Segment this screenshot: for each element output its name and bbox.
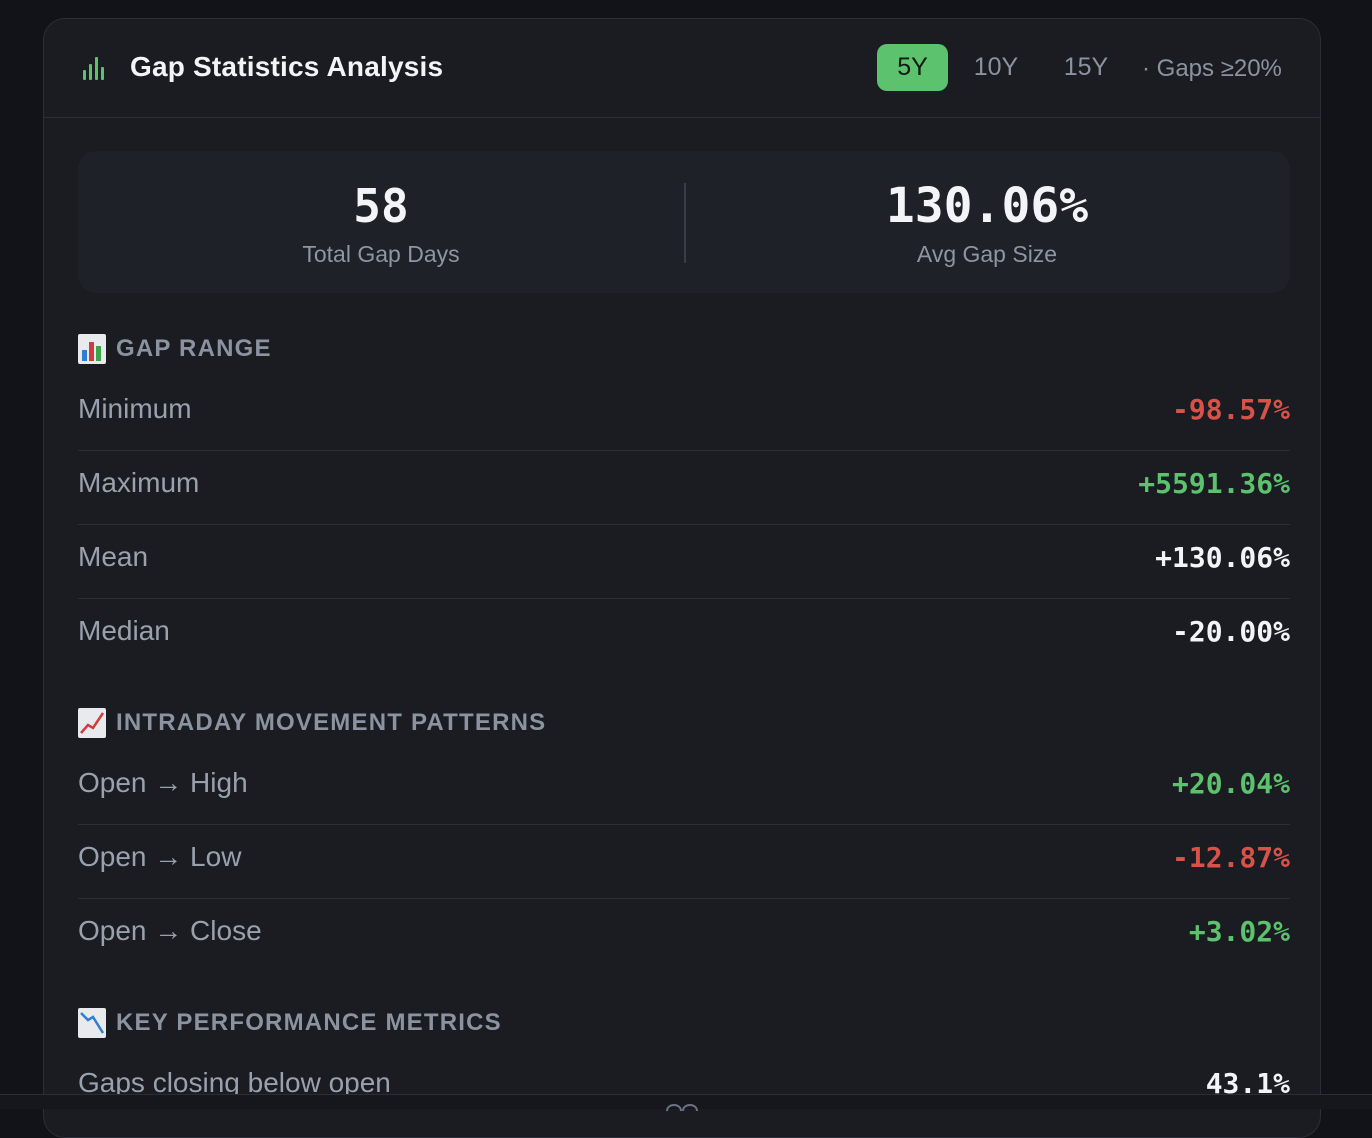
section-gap-range: GAP RANGE — [78, 332, 272, 366]
summary-divider — [684, 183, 686, 263]
stat-row-mean: Mean +130.06% — [78, 525, 1290, 599]
stat-row-median: Median -20.00% — [78, 599, 1290, 673]
stat-value: +20.04% — [1171, 767, 1290, 800]
summary-card: 58 Total Gap Days 130.06% Avg Gap Size — [78, 151, 1290, 293]
section-gap-range-title: GAP RANGE — [116, 335, 272, 362]
stat-row-maximum: Maximum +5591.36% — [78, 451, 1290, 525]
stat-label: Mean — [78, 541, 149, 572]
stat-label: Gaps closing below open — [78, 1067, 391, 1098]
section-key-metrics: KEY PERFORMANCE METRICS — [78, 1006, 502, 1040]
avg-gap-size-label: Avg Gap Size — [916, 241, 1058, 267]
stat-label: Median — [78, 615, 170, 646]
stat-label: Open → Close — [78, 915, 262, 946]
gaps-threshold-note: · Gaps ≥20% — [1142, 55, 1282, 82]
page-title: Gap Statistics Analysis — [130, 51, 444, 82]
stat-row-open-high: Open → High +20.04% — [78, 751, 1290, 825]
panel-header: Gap Statistics Analysis 5Y 10Y 15Y · Gap… — [44, 19, 1320, 118]
stat-row-open-low: Open → Low -12.87% — [78, 825, 1290, 899]
section-intraday: INTRADAY MOVEMENT PATTERNS — [78, 706, 546, 740]
stat-row-gaps-closing-below-open: Gaps closing below open 43.1% — [78, 1051, 1290, 1125]
drag-handle-icon[interactable] — [664, 1101, 700, 1111]
stat-label: Minimum — [78, 393, 192, 424]
stat-value: -12.87% — [1171, 841, 1290, 874]
avg-gap-size-stat: 130.06% Avg Gap Size — [684, 175, 1290, 271]
chart-increasing-icon — [78, 708, 106, 738]
stat-value: -20.00% — [1171, 615, 1290, 648]
stat-value: +130.06% — [1155, 541, 1290, 574]
section-intraday-title: INTRADAY MOVEMENT PATTERNS — [116, 709, 547, 736]
stat-label: Open → High — [78, 767, 248, 798]
avg-gap-size-value: 130.06% — [885, 178, 1089, 234]
stat-label: Maximum — [78, 467, 200, 498]
bottom-bar — [0, 1094, 1372, 1109]
bar-chart-icon — [83, 57, 104, 80]
stat-value: +3.02% — [1188, 915, 1290, 948]
total-gap-days-value: 58 — [353, 179, 409, 233]
gap-statistics-panel: Gap Statistics Analysis 5Y 10Y 15Y · Gap… — [43, 18, 1321, 1138]
bar-chart-emoji-icon — [78, 334, 106, 364]
range-button-15y[interactable]: 15Y — [1063, 53, 1109, 81]
stat-label: Open → Low — [78, 841, 242, 872]
total-gap-days-stat: 58 Total Gap Days — [78, 175, 684, 271]
range-button-5y[interactable]: 5Y — [877, 44, 948, 91]
section-key-metrics-title: KEY PERFORMANCE METRICS — [116, 1009, 502, 1036]
total-gap-days-label: Total Gap Days — [302, 241, 460, 267]
stat-row-minimum: Minimum -98.57% — [78, 377, 1290, 451]
stat-row-open-close: Open → Close +3.02% — [78, 899, 1290, 973]
stat-value: -98.57% — [1171, 393, 1290, 426]
chart-decreasing-icon — [78, 1008, 106, 1038]
stat-value: +5591.36% — [1138, 467, 1290, 500]
range-button-10y[interactable]: 10Y — [973, 53, 1019, 81]
